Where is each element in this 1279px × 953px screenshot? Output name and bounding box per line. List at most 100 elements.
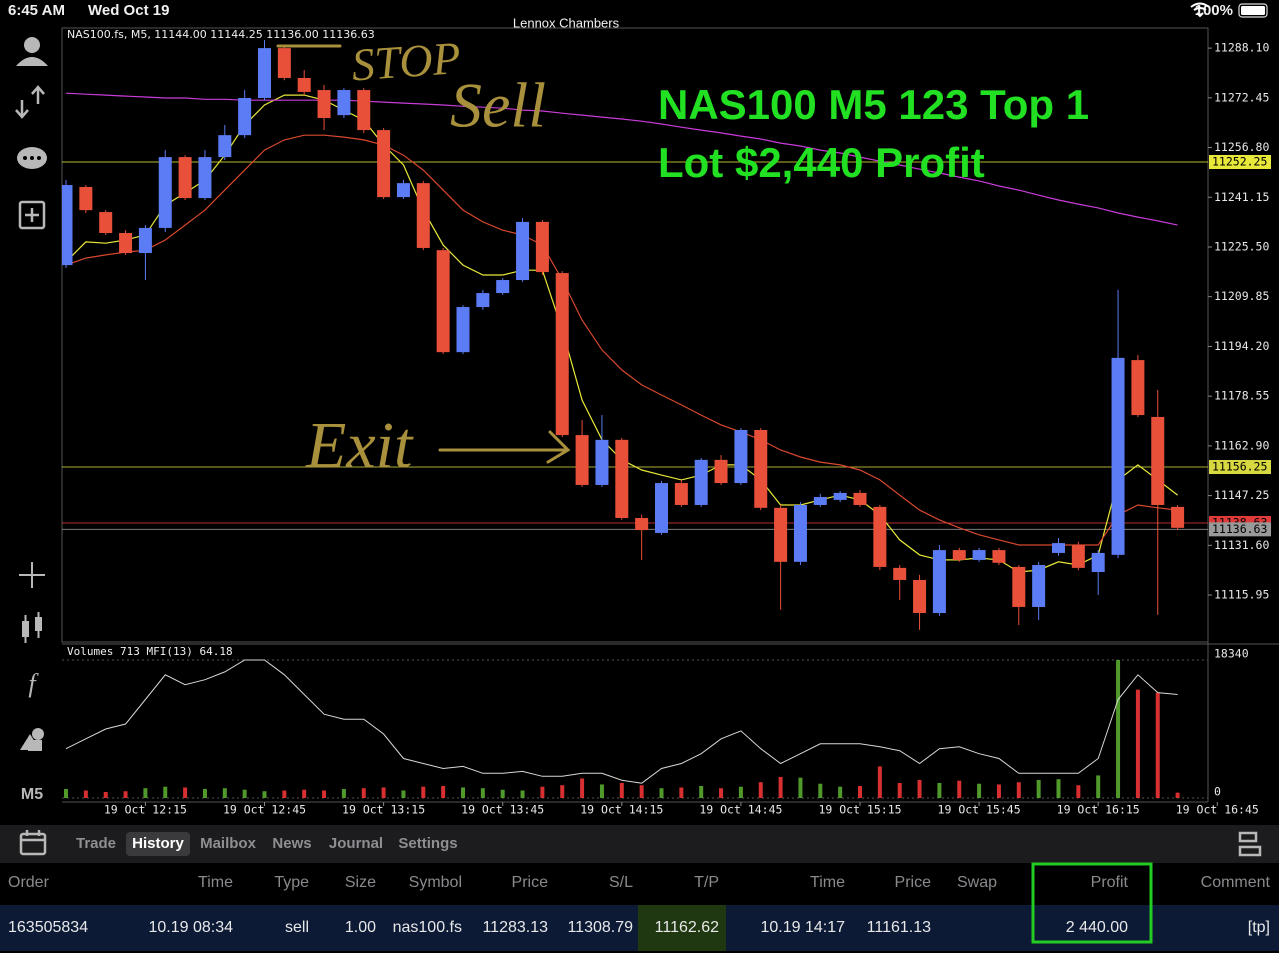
price-label-box — [1209, 155, 1271, 170]
volume-bar — [1175, 792, 1180, 798]
tab[interactable]: Journal — [329, 835, 383, 852]
volume-bar — [361, 788, 366, 798]
objects-icon[interactable] — [20, 728, 44, 751]
volume-bar — [222, 788, 227, 798]
volume-bar — [957, 780, 962, 798]
volume-bar — [1096, 775, 1101, 798]
candle-body — [833, 492, 847, 500]
crosshair-icon[interactable] — [19, 562, 45, 588]
volume-bar — [282, 790, 287, 798]
active-tab-bg — [126, 832, 190, 856]
x-tick-label: 19 Oct 13:15 — [342, 803, 425, 817]
volume-bar — [580, 778, 585, 798]
table-cell: 10.19 08:34 — [148, 919, 233, 936]
candle-body — [535, 221, 549, 273]
x-tick-label: 19 Oct 13:45 — [461, 803, 544, 817]
trade-icon[interactable] — [15, 85, 45, 119]
x-tick-label: 19 Oct 15:15 — [818, 803, 901, 817]
timeframe-button[interactable]: M5 — [21, 786, 43, 803]
volume-bar — [500, 789, 505, 798]
price-pane — [62, 40, 1208, 630]
candle-body — [496, 280, 510, 294]
y-tick-label: 11147.25 — [1214, 488, 1269, 502]
volume-bar — [262, 791, 267, 798]
candle-body — [714, 459, 728, 484]
volume-bar — [163, 786, 168, 798]
candle-body — [913, 579, 927, 613]
volume-bar — [421, 786, 426, 798]
indicator-icon[interactable]: f — [28, 669, 39, 698]
candle-body — [1032, 565, 1046, 607]
calendar-icon[interactable] — [19, 830, 47, 856]
table-cell: sell — [285, 919, 309, 936]
candle-body — [992, 550, 1006, 563]
column-header: Comment — [1201, 874, 1271, 891]
tp-highlight — [638, 905, 726, 951]
profit-highlight-box — [1031, 862, 1153, 944]
column-header: Size — [345, 874, 376, 891]
moving-average — [65, 92, 1178, 226]
candle-body — [1151, 416, 1165, 505]
x-tick-label: 19 Oct 14:15 — [580, 803, 663, 817]
volume-bar — [798, 777, 803, 798]
chat-icon[interactable] — [17, 147, 47, 169]
volume-bar — [480, 788, 485, 798]
candle-body — [1012, 566, 1026, 607]
volume-bar — [937, 782, 942, 798]
volume-bar — [64, 788, 68, 798]
axes: 11288.10 11272.45 11256.80 11241.15 11225.50… — [104, 41, 1271, 817]
volume-bar — [1036, 779, 1041, 798]
tab[interactable]: News — [272, 835, 311, 852]
x-tick-label: 19 Oct 15:45 — [938, 803, 1021, 817]
candle-body — [1052, 543, 1065, 553]
candle-body — [615, 439, 629, 518]
candle-body — [595, 439, 609, 485]
volume-bar — [520, 790, 525, 798]
volume-bar — [83, 790, 88, 798]
battery-level: 100% — [1195, 2, 1233, 19]
x-tick-label: 19 Oct 12:15 — [104, 803, 187, 817]
tab-bar — [0, 825, 1279, 863]
table-cell: 10.19 14:17 — [760, 919, 845, 936]
candle-body — [178, 157, 192, 199]
candle-body — [793, 504, 807, 562]
volume-bar — [341, 788, 346, 798]
new-order-icon[interactable] — [18, 200, 46, 230]
volume-bar — [599, 784, 604, 798]
tab[interactable]: History — [132, 835, 184, 852]
volume-bar — [461, 787, 465, 798]
tab[interactable]: Settings — [398, 835, 457, 852]
volume-bar — [103, 791, 108, 798]
volume-bar — [143, 788, 148, 798]
tab[interactable]: Mailbox — [200, 835, 256, 852]
table-cell: 2 440.00 — [1066, 919, 1128, 936]
status-date: Wed Oct 19 — [88, 2, 169, 19]
volume-bar — [758, 782, 763, 798]
volume-bar — [123, 791, 128, 798]
candle-body — [377, 130, 391, 198]
candle-body — [317, 90, 331, 119]
y-tick-label: 11131.60 — [1214, 538, 1269, 552]
candle-body — [893, 567, 907, 580]
column-header: Time — [198, 874, 233, 891]
candle-body — [238, 97, 252, 136]
column-header: Time — [810, 874, 845, 891]
layout-icon[interactable] — [1238, 831, 1262, 857]
volume-bar — [560, 785, 565, 798]
chart-type-icon[interactable] — [22, 612, 42, 643]
candle-body — [476, 293, 490, 308]
account-icon[interactable] — [16, 37, 48, 66]
y-tick-label: 11162.90 — [1214, 438, 1269, 452]
y-tick-label: 11241.15 — [1214, 190, 1269, 204]
candle-body — [774, 507, 788, 562]
candle-body — [277, 48, 291, 78]
tab[interactable]: Trade — [76, 835, 116, 852]
price-label-box — [1209, 522, 1271, 537]
volume-bar — [322, 790, 327, 798]
volume-bar — [996, 784, 1001, 798]
column-header: Symbol — [409, 874, 462, 891]
candle-body — [734, 429, 748, 484]
candle-body — [555, 273, 569, 436]
